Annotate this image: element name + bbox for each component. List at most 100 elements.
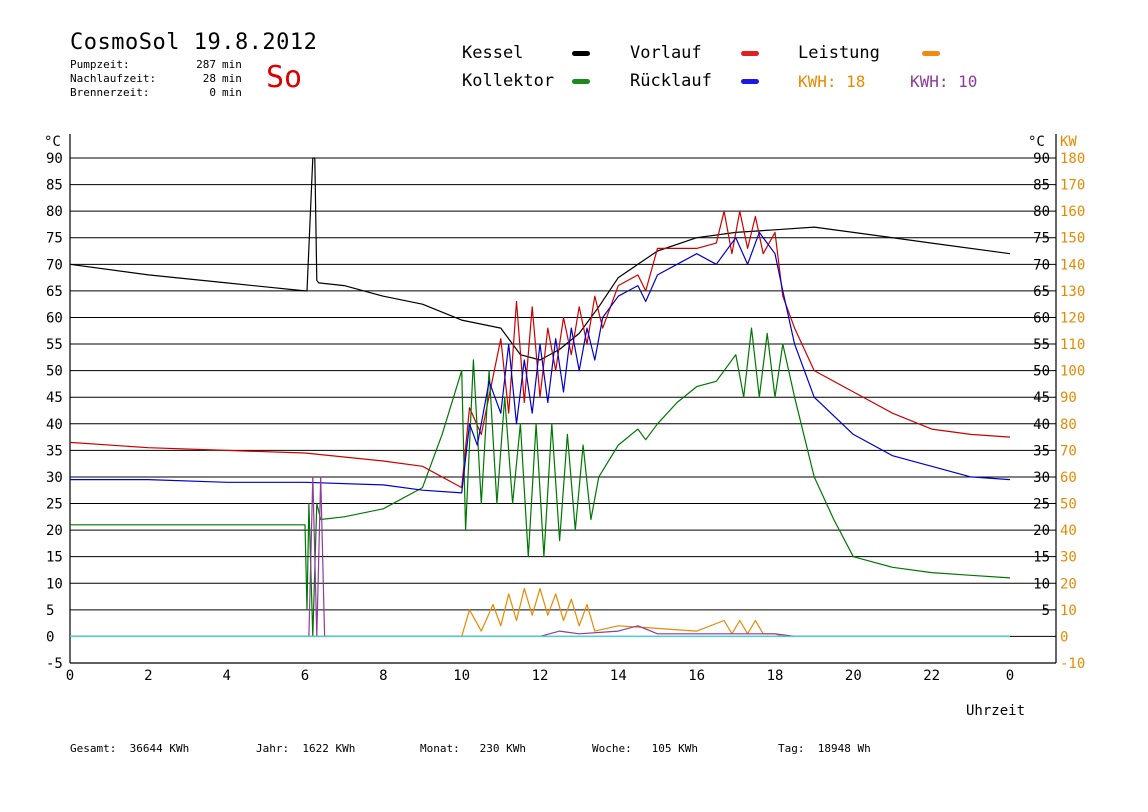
y-tick-label-right-c: 75 bbox=[1033, 231, 1050, 247]
y-tick-label: -5 bbox=[46, 656, 63, 672]
stat-value: 28 bbox=[202, 72, 216, 85]
legend-ruecklauf-swatch bbox=[741, 79, 759, 84]
legend-kollektor-swatch bbox=[572, 79, 590, 84]
y-tick-label-right-c: 20 bbox=[1033, 523, 1050, 539]
footer-label: Tag: bbox=[778, 742, 805, 755]
y-tick-label-right-kw: 180 bbox=[1060, 151, 1085, 167]
footer-label: Gesamt: bbox=[70, 742, 117, 755]
stat-label: Pumpzeit: bbox=[70, 58, 130, 71]
footer-monat: Monat: 230 KWh bbox=[420, 742, 526, 755]
footer-label: Jahr: bbox=[256, 742, 290, 755]
y-tick-label-right-c: 35 bbox=[1033, 443, 1050, 459]
y-tick-label-right-c: 40 bbox=[1033, 417, 1050, 433]
footer-label: Monat: bbox=[420, 742, 460, 755]
y-tick-label-right-kw: 20 bbox=[1060, 576, 1077, 592]
legend-ruecklauf-label: Rücklauf bbox=[630, 71, 712, 91]
y-tick-label-right-c: 10 bbox=[1033, 576, 1050, 592]
stat-pumpzeit: Pumpzeit: 287 min bbox=[70, 58, 242, 71]
stat-unit: min bbox=[222, 58, 242, 71]
chart-axes bbox=[69, 134, 1057, 664]
y-tick-label-right-kw: 160 bbox=[1060, 204, 1085, 220]
series-line-vorlauf bbox=[69, 210, 1011, 489]
footer-value: 230 KWh bbox=[479, 742, 526, 755]
x-tick-label: 4 bbox=[222, 668, 230, 684]
x-tick-label: 0 bbox=[66, 668, 74, 684]
footer-value: 36644 KWh bbox=[129, 742, 190, 755]
y-tick-label: 35 bbox=[46, 443, 63, 459]
y-tick-label-right-kw: 0 bbox=[1060, 629, 1068, 645]
legend-kessel-label: Kessel bbox=[462, 43, 524, 63]
y-tick-label: 65 bbox=[46, 284, 63, 300]
y-tick-label-right-c: 55 bbox=[1033, 337, 1050, 353]
y-tick-label-right-kw: -10 bbox=[1060, 656, 1085, 672]
kwh-total: KWH: 10 bbox=[910, 72, 977, 91]
y-tick-label-right-c: 85 bbox=[1033, 178, 1050, 194]
kwh-label: KWH: bbox=[910, 72, 949, 91]
legend-leistung-swatch bbox=[922, 51, 940, 56]
y-tick-label: 80 bbox=[46, 204, 63, 220]
tick-labels: -505101520253035404550556065707580859051… bbox=[46, 151, 1085, 684]
y-tick-label-right-kw: 40 bbox=[1060, 523, 1077, 539]
y-tick-label: 30 bbox=[46, 470, 63, 486]
y-tick-label-right-c: 25 bbox=[1033, 497, 1050, 513]
stat-unit: min bbox=[222, 72, 242, 85]
y-tick-label-right-c: 45 bbox=[1033, 390, 1050, 406]
y-tick-label-right-kw: 150 bbox=[1060, 231, 1085, 247]
y-tick-label-right-kw: 70 bbox=[1060, 443, 1077, 459]
y-tick-label: 55 bbox=[46, 337, 63, 353]
y-tick-label-right-kw: 120 bbox=[1060, 310, 1085, 326]
x-tick-label: 20 bbox=[845, 668, 862, 684]
x-tick-label: 12 bbox=[532, 668, 549, 684]
footer-tag: Tag: 18948 Wh bbox=[778, 742, 871, 755]
y-tick-label-right-kw: 10 bbox=[1060, 603, 1077, 619]
x-tick-label: 14 bbox=[610, 668, 627, 684]
y-tick-label-right-kw: 60 bbox=[1060, 470, 1077, 486]
kwh-label: KWH: bbox=[798, 72, 837, 91]
y-tick-label: 10 bbox=[46, 576, 63, 592]
footer-label: Woche: bbox=[592, 742, 632, 755]
y-tick-label: 50 bbox=[46, 364, 63, 380]
y-tick-label: 70 bbox=[46, 257, 63, 273]
series-line-leistung bbox=[70, 587, 1010, 638]
footer-value: 105 KWh bbox=[651, 742, 698, 755]
y-tick-label-right-c: 70 bbox=[1033, 257, 1050, 273]
x-tick-label: 2 bbox=[144, 668, 152, 684]
y-tick-label-right-c: 65 bbox=[1033, 284, 1050, 300]
y-tick-label-right-c: 60 bbox=[1033, 310, 1050, 326]
legend-kessel-swatch bbox=[572, 51, 590, 56]
y-tick-label-right-kw: 170 bbox=[1060, 178, 1085, 194]
y-tick-label: 85 bbox=[46, 178, 63, 194]
series-line-kessel bbox=[69, 157, 1011, 361]
kwh-value: 10 bbox=[958, 72, 978, 91]
y-axis-label-right-kw: KW bbox=[1060, 134, 1077, 150]
footer-gesamt: Gesamt: 36644 KWh bbox=[70, 742, 189, 755]
stat-label: Brennerzeit: bbox=[70, 86, 150, 99]
y-tick-label-right-kw: 130 bbox=[1060, 284, 1085, 300]
stat-label: Nachlaufzeit: bbox=[70, 72, 157, 85]
y-tick-label: 20 bbox=[46, 523, 63, 539]
y-tick-label-right-c: 15 bbox=[1033, 550, 1050, 566]
kwh-value: 18 bbox=[846, 72, 866, 91]
stat-value: 0 bbox=[209, 86, 216, 99]
series-lines bbox=[69, 157, 1011, 638]
temperature-chart: -505101520253035404550556065707580859051… bbox=[44, 134, 1085, 719]
page-title: CosmoSol 19.8.2012 bbox=[70, 30, 318, 55]
y-axis-label-right-c: °C bbox=[1028, 134, 1045, 150]
y-tick-label: 5 bbox=[46, 603, 54, 619]
x-tick-label: 0 bbox=[1006, 668, 1014, 684]
y-tick-label: 25 bbox=[46, 497, 63, 513]
y-tick-label-right-c: 5 bbox=[1042, 603, 1050, 619]
y-tick-label: 45 bbox=[46, 390, 63, 406]
y-tick-label-right-kw: 50 bbox=[1060, 497, 1077, 513]
series-line-kollektor bbox=[70, 327, 1011, 638]
x-tick-label: 6 bbox=[301, 668, 309, 684]
weekday-label: So bbox=[266, 60, 303, 95]
series-line-ruecklauf bbox=[70, 231, 1011, 494]
y-tick-label-right-c: 30 bbox=[1033, 470, 1050, 486]
x-tick-label: 8 bbox=[379, 668, 387, 684]
legend-leistung-label: Leistung bbox=[798, 43, 880, 63]
footer-jahr: Jahr: 1622 KWh bbox=[256, 742, 355, 755]
footer-value: 1622 KWh bbox=[302, 742, 356, 755]
x-tick-label: 22 bbox=[923, 668, 940, 684]
y-tick-label-right-kw: 90 bbox=[1060, 390, 1077, 406]
